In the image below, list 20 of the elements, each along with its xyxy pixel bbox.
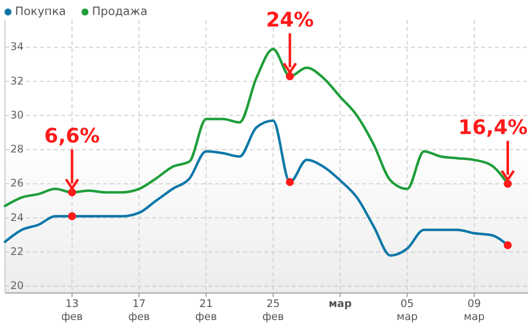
x-tick-label: 21 фев: [195, 298, 217, 323]
y-tick-label: 28: [10, 144, 24, 156]
y-tick-label: 26: [10, 178, 24, 190]
x-tick-label: 05 мар: [396, 298, 418, 323]
legend-label: Покупка: [15, 4, 66, 18]
annotation: 24%: [266, 7, 314, 32]
x-tick-label: 13 фев: [61, 298, 83, 323]
x-tick-label: 09 мар: [464, 298, 486, 323]
y-tick-label: 30: [10, 109, 24, 122]
x-tick-label: 17 фев: [128, 298, 150, 323]
legend-label: Продажа: [92, 4, 148, 18]
y-tick-label: 24: [10, 212, 24, 224]
y-tick-label: 32: [10, 75, 24, 88]
annotation: 6,6%: [44, 123, 100, 148]
y-tick-label: 20: [10, 280, 24, 292]
y-tick-label: 34: [10, 41, 24, 54]
y-tick-label: 22: [10, 246, 24, 258]
annotation: 16,4%: [458, 114, 528, 139]
x-tick-label: мар: [328, 298, 352, 310]
x-tick-label: 25 фев: [262, 298, 284, 323]
